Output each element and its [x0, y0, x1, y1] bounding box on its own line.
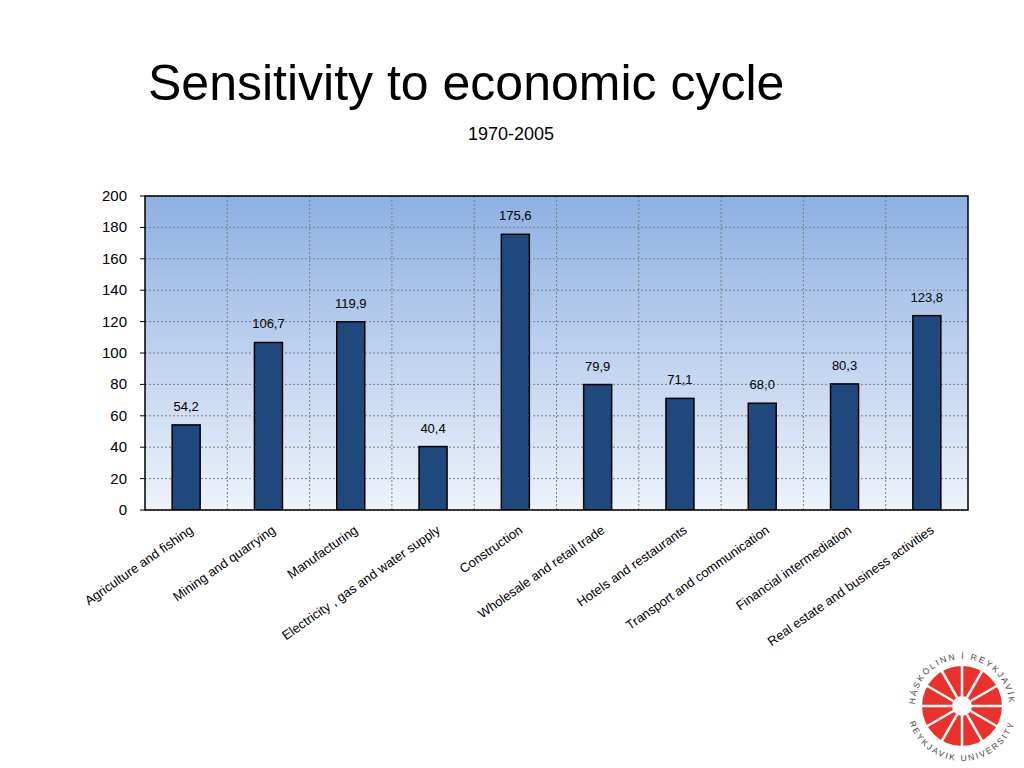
category-grid-line [474, 196, 475, 510]
category-label: Wholesale and retail trade [475, 522, 607, 621]
chart: Sensitivity to economic cycle 1970-2005 0 2… [0, 0, 1024, 768]
logo-text-path: REYKJAVIK UNIVERSITY [907, 719, 1016, 763]
logo-text: REYKJAVIK UNIVERSITY [907, 719, 1016, 763]
grid-line [145, 227, 968, 228]
subtitle: 1970-2005 [468, 124, 554, 144]
data-label: 80,3 [832, 358, 857, 373]
logo-spoke [926, 686, 953, 702]
tick-label: 20 [110, 470, 127, 487]
category-grid-line [391, 196, 392, 510]
bar [501, 234, 529, 510]
logo-spoke [961, 716, 964, 747]
tick-label: 200 [102, 187, 127, 204]
grid-line [145, 258, 968, 259]
category-label: Real estate and business activities [765, 522, 937, 649]
logo-spoke [961, 665, 964, 696]
tick-label: 100 [102, 344, 127, 361]
category-label: Mining and quarrying [170, 522, 278, 604]
data-label: 119,9 [335, 296, 367, 311]
category-label: Manufacturing [284, 522, 360, 582]
category-grid-line [721, 196, 722, 510]
category-label: Electricity , gas and water supply [279, 522, 443, 643]
logo-spoke [926, 711, 953, 727]
data-label: 68,0 [750, 377, 775, 392]
tick-label: 80 [110, 375, 127, 392]
logo-spoke [967, 715, 983, 742]
tick-label: 180 [102, 218, 127, 235]
logo-text: HÁSKÓLINN Í REYKJAVÍK [907, 651, 1017, 705]
category-grid-line [556, 196, 557, 510]
bar [666, 398, 694, 510]
data-label: 54,2 [173, 399, 198, 414]
data-label: 71,1 [667, 372, 692, 387]
logo-disc [922, 666, 1002, 746]
bar [172, 425, 200, 510]
logo-spoke [921, 705, 952, 708]
bars [172, 234, 941, 510]
plot-frame [145, 196, 968, 510]
logo-spoke [971, 711, 998, 727]
plot-background [145, 196, 968, 510]
category-grid-line [885, 196, 886, 510]
logo-spoke [971, 686, 998, 702]
category-label: Transport and communication [623, 522, 772, 633]
logo-spoke [967, 670, 983, 697]
bar [584, 385, 612, 510]
tick-label: 140 [102, 281, 127, 298]
logo-spoke [942, 670, 958, 697]
category-grid-line [227, 196, 228, 510]
title: Sensitivity to economic cycle [148, 55, 784, 111]
logo-spoke [942, 715, 958, 742]
bar [831, 384, 859, 510]
tick-label: 40 [110, 438, 127, 455]
data-label: 40,4 [420, 421, 445, 436]
page: Sensitivity to economic cycle 1970-2005 0 2… [0, 0, 1024, 768]
tick-label: 160 [102, 250, 127, 267]
data-label: 175,6 [499, 208, 532, 223]
data-label: 123,8 [911, 290, 944, 305]
bar [419, 447, 447, 510]
category-label: Construction [457, 522, 525, 576]
category-grid-line [638, 196, 639, 510]
tick-label: 0 [119, 501, 127, 518]
tick-label: 120 [102, 313, 127, 330]
tick-label: 60 [110, 407, 127, 424]
logo-center [952, 696, 972, 716]
category-grid-line [309, 196, 310, 510]
bar [254, 342, 282, 510]
logo-spoke [972, 705, 1003, 708]
category-grid-line [803, 196, 804, 510]
data-label: 106,7 [252, 316, 285, 331]
logo-text-path: HÁSKÓLINN Í REYKJAVÍK [907, 651, 1017, 705]
bar [748, 403, 776, 510]
bar [913, 316, 941, 510]
data-label: 79,9 [585, 359, 610, 374]
bar [337, 322, 365, 510]
logo: HÁSKÓLINN Í REYKJAVÍK REYKJAVIK UNIVERSIT… [907, 651, 1017, 763]
